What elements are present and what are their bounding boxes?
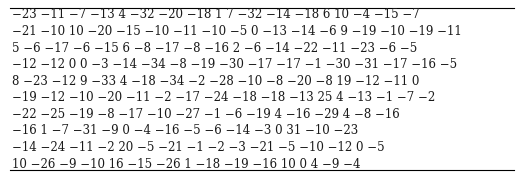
Text: −12 −12 0 0 −3 −14 −34 −8 −19 −30 −17 −17 −1 −30 −31 −17 −16 −5: −12 −12 0 0 −3 −14 −34 −8 −19 −30 −17 −1… [12,58,457,71]
Text: −22 −25 −19 −8 −17 −10 −27 −1 −6 −19 4 −16 −29 4 −8 −16: −22 −25 −19 −8 −17 −10 −27 −1 −6 −19 4 −… [12,108,400,121]
Text: 10 −26 −9 −10 16 −15 −26 1 −18 −19 −16 10 0 4 −9 −4: 10 −26 −9 −10 16 −15 −26 1 −18 −19 −16 1… [12,158,361,171]
Text: 5 −6 −17 −6 −15 6 −8 −17 −8 −16 2 −6 −14 −22 −11 −23 −6 −5: 5 −6 −17 −6 −15 6 −8 −17 −8 −16 2 −6 −14… [12,42,417,55]
Text: −21 −10 10 −20 −15 −10 −11 −10 −5 0 −13 −14 −6 9 −19 −10 −19 −11: −21 −10 10 −20 −15 −10 −11 −10 −5 0 −13 … [12,25,462,38]
Text: −14 −24 −11 −2 20 −5 −21 −1 −2 −3 −21 −5 −10 −12 0 −5: −14 −24 −11 −2 20 −5 −21 −1 −2 −3 −21 −5… [12,141,385,154]
Text: −19 −12 −10 −20 −11 −2 −17 −24 −18 −18 −13 25 4 −13 −1 −7 −2: −19 −12 −10 −20 −11 −2 −17 −24 −18 −18 −… [12,91,435,104]
Text: −23 −11 −7 −13 4 −32 −20 −18 1 7 −32 −14 −18 6 10 −4 −15 −7: −23 −11 −7 −13 4 −32 −20 −18 1 7 −32 −14… [12,9,420,22]
Text: 8 −23 −12 9 −33 4 −18 −34 −2 −28 −10 −8 −20 −8 19 −12 −11 0: 8 −23 −12 9 −33 4 −18 −34 −2 −28 −10 −8 … [12,75,419,88]
Text: −16 1 −7 −31 −9 0 −4 −16 −5 −6 −14 −3 0 31 −10 −23: −16 1 −7 −31 −9 0 −4 −16 −5 −6 −14 −3 0 … [12,124,358,137]
